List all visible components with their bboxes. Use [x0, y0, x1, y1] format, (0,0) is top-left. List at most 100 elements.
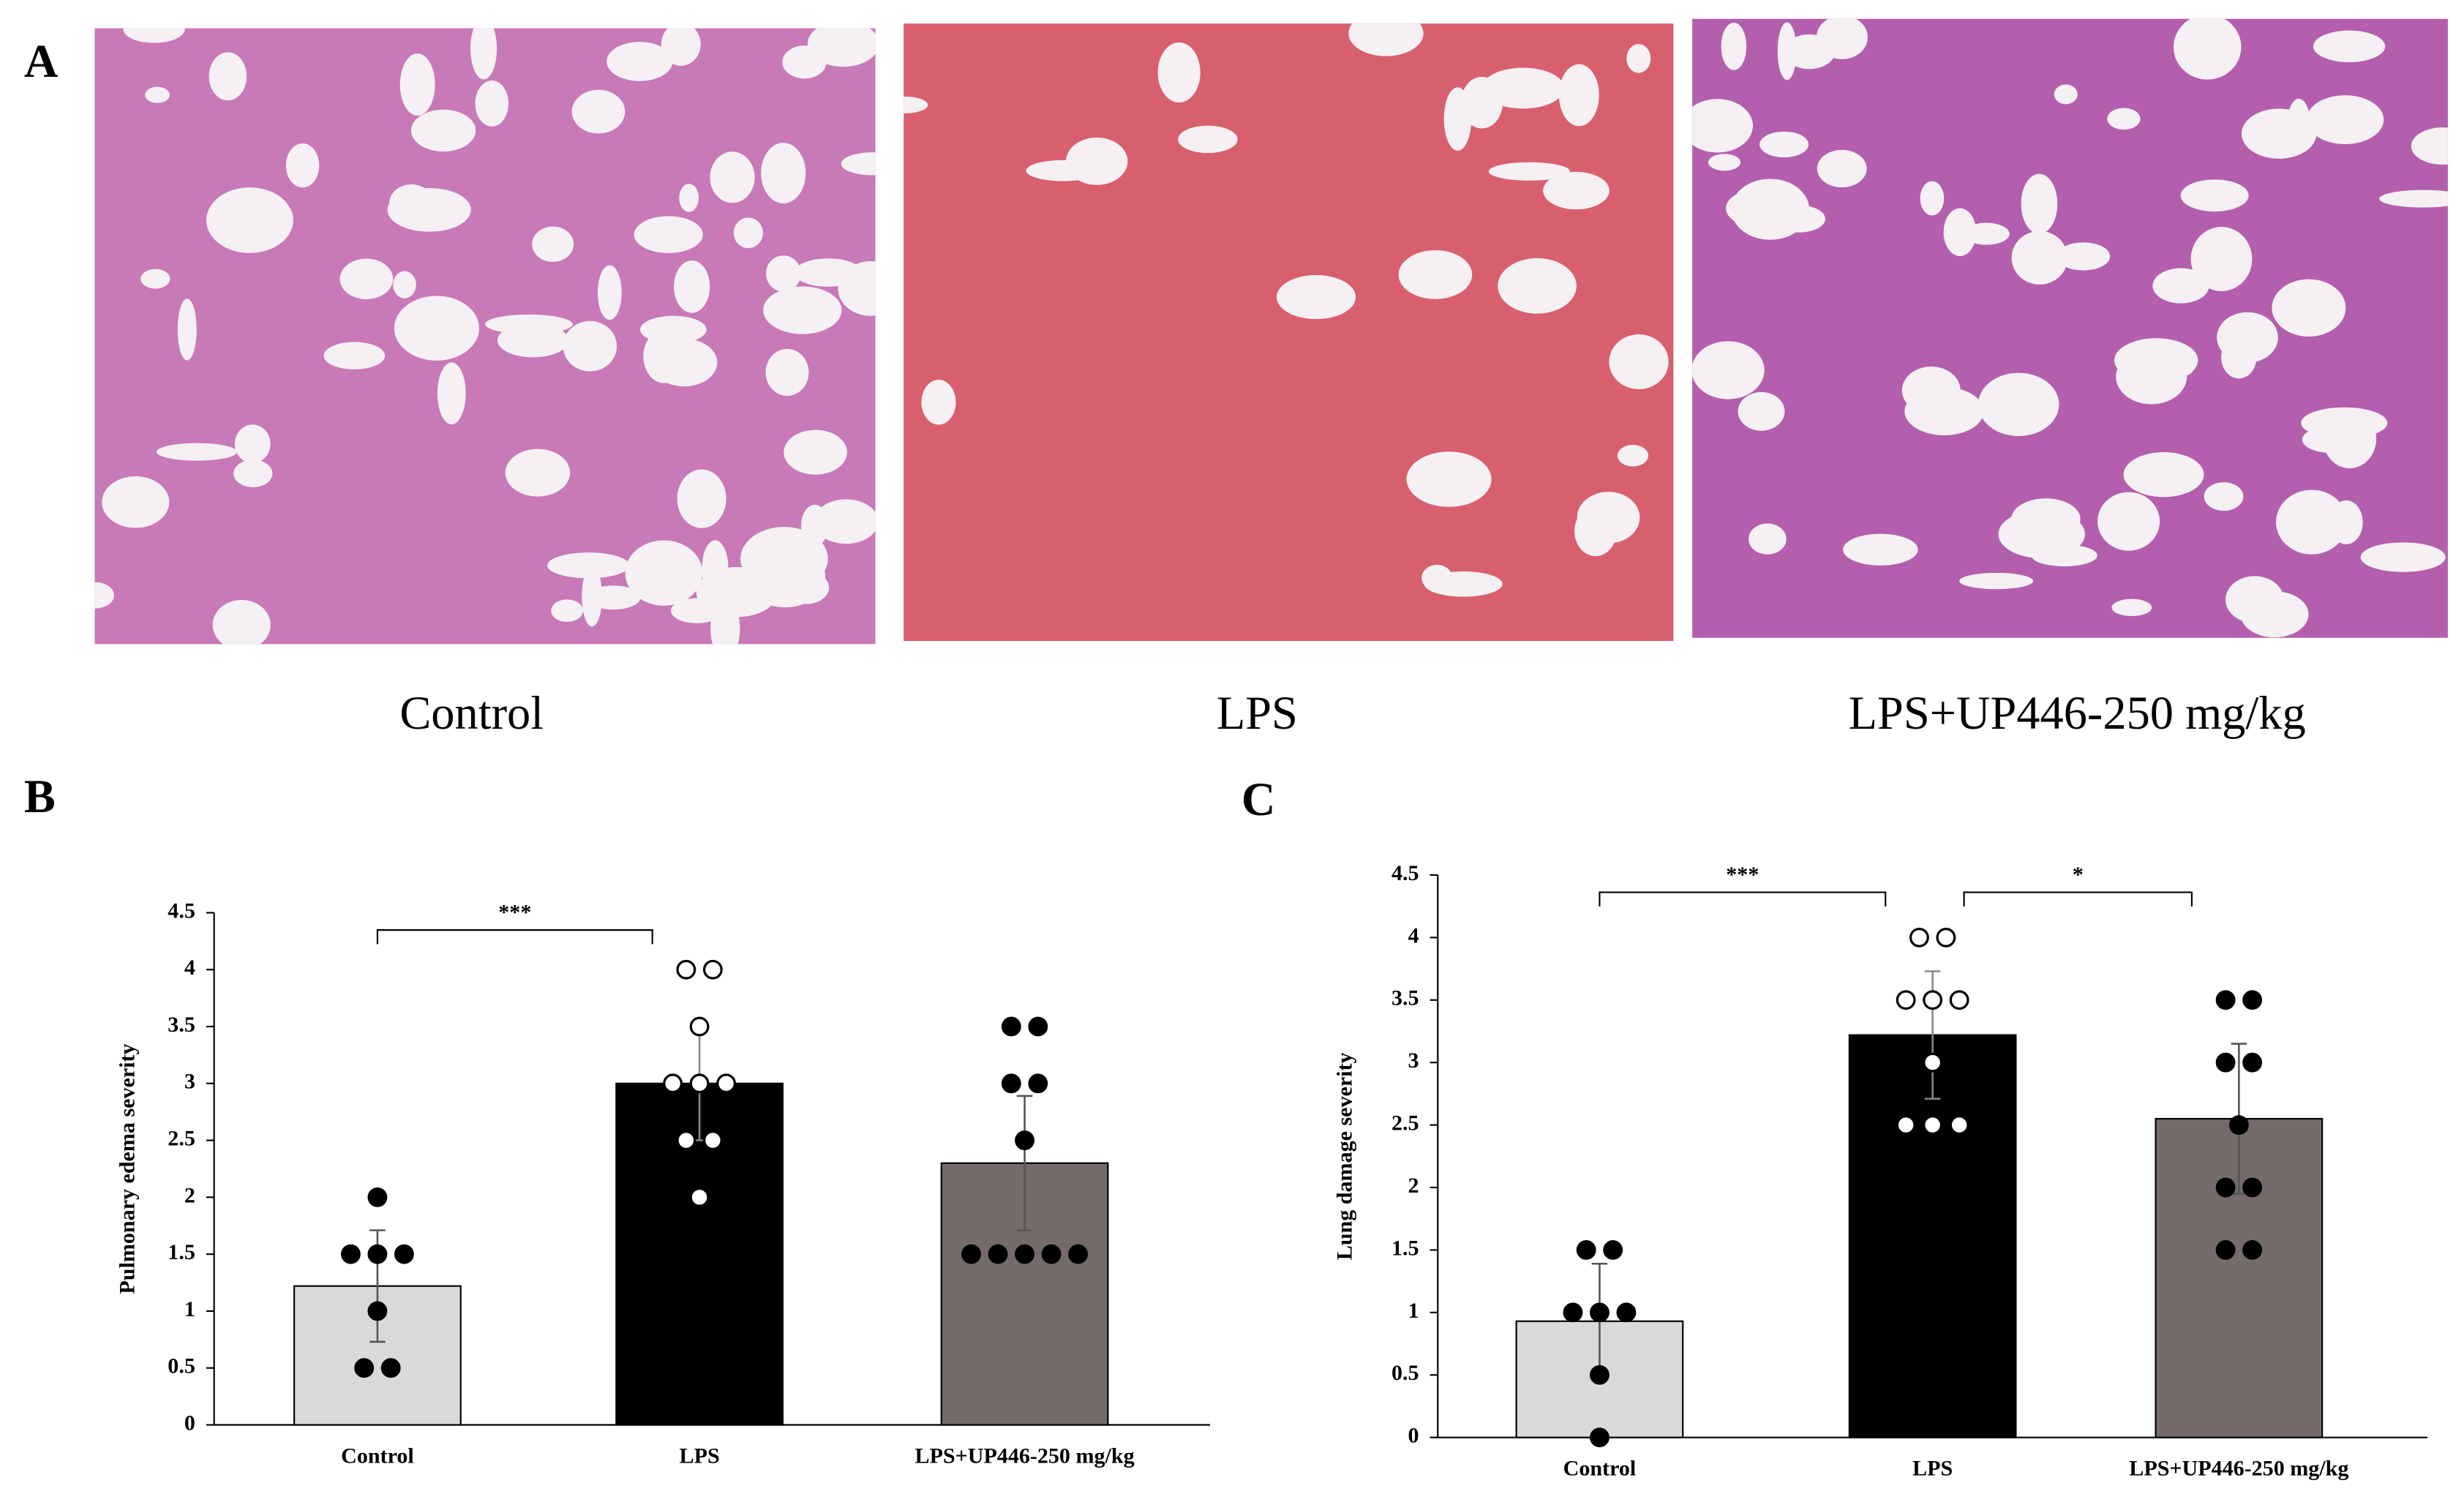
tissue-void: [1998, 509, 2085, 559]
tissue-void: [1276, 274, 1356, 320]
image-caption: LPS: [1217, 687, 1298, 739]
significance-label: ***: [1726, 862, 1759, 887]
data-point: [367, 1244, 388, 1264]
data-point: [394, 1244, 414, 1264]
tissue-void: [2217, 312, 2278, 363]
tissue-void: [661, 28, 701, 66]
tissue-void: [212, 599, 271, 645]
tissue-void: [2054, 84, 2078, 105]
tissue-void: [2152, 268, 2209, 304]
tissue-void: [571, 89, 626, 134]
tissue-void: [1963, 222, 2010, 245]
data-point: [1923, 1052, 1943, 1073]
tissue-void: [1066, 138, 1128, 185]
tissue-void: [1543, 171, 1610, 210]
tissue-void: [551, 599, 584, 623]
tissue-void: [650, 338, 718, 387]
data-point: [367, 1187, 388, 1207]
tissue-void: [606, 42, 673, 81]
tissue-void: [393, 271, 416, 299]
tissue-void: [2272, 279, 2346, 337]
data-point: [2242, 990, 2263, 1010]
tissue-void: [838, 261, 876, 316]
data-point: [1896, 990, 1916, 1010]
panel-label: B: [24, 770, 56, 822]
tissue-void: [145, 86, 170, 103]
data-point: [1909, 927, 1929, 947]
panel-label: C: [1242, 773, 1276, 825]
tissue-void: [563, 320, 617, 372]
data-point: [2215, 1052, 2236, 1073]
tissue-void: [2111, 598, 2152, 617]
bar: [1848, 1034, 2017, 1438]
tissue-void: [323, 342, 386, 369]
tissue-void: [2173, 18, 2242, 80]
data-point: [689, 1073, 710, 1094]
data-point: [1590, 1427, 1610, 1448]
tissue-void: [677, 469, 726, 528]
tissue-void: [597, 265, 622, 320]
tissue-void: [696, 567, 778, 618]
data-point: [1590, 1365, 1610, 1385]
data-point: [1616, 1302, 1637, 1323]
data-point: [1576, 1240, 1596, 1260]
tissue-void: [1348, 23, 1424, 56]
data-point: [1896, 1115, 1916, 1136]
tissue-void: [1692, 341, 1765, 399]
tissue-void: [2011, 230, 2068, 285]
tissue-void: [841, 152, 876, 176]
data-point: [1936, 927, 1956, 947]
tissue-void: [921, 380, 956, 425]
significance-label: *: [2073, 862, 2084, 887]
tissue-void: [1986, 392, 2010, 423]
tissue-void: [234, 424, 271, 464]
tissue-void: [1759, 131, 1809, 158]
y-tick-label: 2.5: [168, 1126, 195, 1151]
tissue-void: [2226, 576, 2284, 623]
data-point: [2215, 1240, 2236, 1260]
y-axis-label: Pulmonary edema severity: [115, 1043, 140, 1294]
data-point: [716, 1073, 737, 1094]
y-tick-label: 1: [1408, 1298, 1419, 1323]
y-tick-label: 3.5: [168, 1012, 195, 1037]
tissue-void: [2241, 108, 2317, 159]
tissue-void: [156, 443, 238, 461]
tissue-void: [1558, 64, 1599, 127]
tissue-void: [674, 260, 710, 313]
tissue-void: [1398, 250, 1473, 299]
data-point: [676, 1130, 696, 1151]
tissue-void: [1488, 162, 1571, 181]
histology-texture: [904, 23, 1669, 597]
tissue-void: [394, 296, 480, 361]
data-point: [1028, 1016, 1048, 1037]
tissue-void: [2204, 482, 2244, 511]
tissue-void: [389, 184, 434, 222]
tissue-void: [177, 299, 197, 361]
tissue-void: [2306, 95, 2384, 144]
data-point: [2228, 1115, 2249, 1136]
tissue-void: [634, 216, 703, 253]
tissue-void: [904, 96, 928, 113]
tissue-void: [1443, 87, 1472, 151]
tissue-void: [679, 184, 699, 212]
tissue-void: [1843, 533, 1918, 566]
tissue-void: [1783, 34, 1836, 70]
tissue-void: [407, 214, 427, 230]
panel-label: A: [24, 35, 59, 87]
tissue-void: [1178, 125, 1238, 154]
tissue-void: [1726, 189, 1787, 227]
y-tick-label: 1: [184, 1296, 195, 1321]
y-tick-label: 0.5: [168, 1354, 195, 1378]
tissue-void: [1157, 42, 1201, 103]
tissue-void: [485, 314, 573, 334]
tissue-void: [733, 217, 763, 249]
data-point: [676, 959, 696, 980]
tissue-void: [1943, 208, 1977, 257]
tissue-void: [2301, 407, 2388, 439]
data-point: [380, 1358, 401, 1378]
y-tick-label: 2: [1408, 1173, 1419, 1198]
y-tick-label: 4.5: [1391, 860, 1419, 885]
tissue-void: [233, 459, 273, 487]
data-point: [702, 1130, 723, 1151]
